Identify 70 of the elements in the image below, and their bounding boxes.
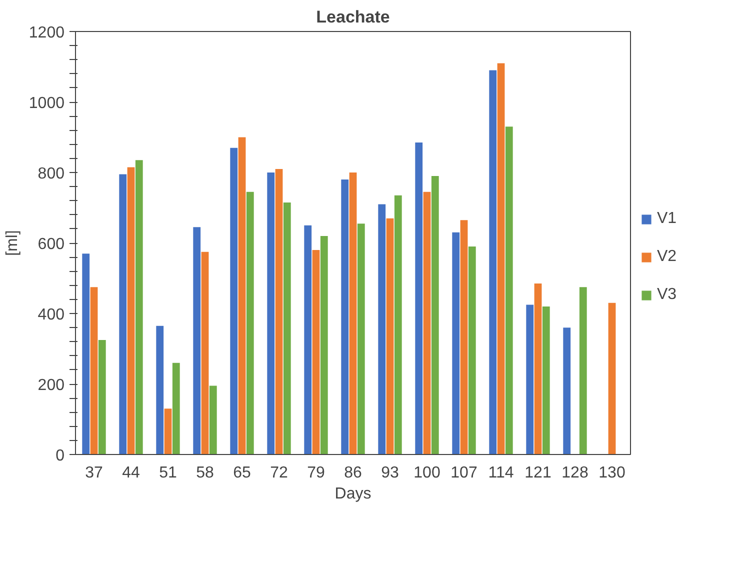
bar <box>230 148 238 454</box>
bar <box>283 202 291 454</box>
y-tick-label: 0 <box>56 448 65 464</box>
bar <box>201 252 209 454</box>
y-tick-label: 800 <box>38 166 65 182</box>
bar <box>386 218 394 454</box>
bar <box>534 284 542 454</box>
x-tick-label: 107 <box>450 464 478 482</box>
bar <box>127 167 135 454</box>
x-tick-label: 86 <box>344 464 362 482</box>
bar <box>193 227 201 454</box>
y-tick-label: 1200 <box>28 24 65 42</box>
legend-label: V3 <box>657 286 677 304</box>
bar <box>394 195 402 454</box>
x-tick-label: 130 <box>598 464 626 482</box>
bar <box>563 328 571 454</box>
bar <box>209 386 217 454</box>
x-tick-label: 37 <box>85 464 103 482</box>
bar <box>468 246 476 454</box>
x-tick-label: 128 <box>562 464 588 482</box>
legend-label: V2 <box>657 248 677 266</box>
x-tick-label: 65 <box>233 464 251 482</box>
y-tick-label: 200 <box>38 377 65 394</box>
bar <box>341 180 349 454</box>
bar <box>489 70 497 454</box>
bar <box>452 232 460 454</box>
bar <box>312 250 320 454</box>
bar <box>415 142 423 454</box>
bar <box>497 63 505 454</box>
x-tick-label: 121 <box>524 464 552 482</box>
bar <box>172 362 180 454</box>
y-tick-label: 600 <box>38 236 65 253</box>
y-tick-label: 400 <box>38 306 65 324</box>
bar <box>164 408 172 454</box>
bar <box>378 204 386 454</box>
bar <box>82 254 90 454</box>
bar <box>304 225 312 454</box>
x-tick-label: 79 <box>307 464 325 482</box>
bar <box>349 172 357 454</box>
bar <box>357 224 365 454</box>
bar <box>431 176 439 454</box>
bar <box>505 126 513 454</box>
bar <box>608 302 616 454</box>
bar <box>579 287 587 454</box>
bar <box>238 137 246 454</box>
x-axis-title: Days <box>334 486 372 502</box>
bar <box>246 192 254 454</box>
bar <box>119 174 127 454</box>
bar <box>275 168 283 454</box>
bar <box>320 236 328 454</box>
x-tick-label: 58 <box>196 464 214 482</box>
y-axis-title: [ml] <box>4 230 21 256</box>
x-tick-label: 51 <box>159 464 177 482</box>
x-tick-label: 93 <box>381 464 399 482</box>
bar <box>90 287 98 454</box>
bar <box>460 220 468 454</box>
x-tick-label: 114 <box>488 464 514 482</box>
y-tick-label: 1000 <box>28 95 65 112</box>
legend-label: V1 <box>657 210 677 228</box>
bar <box>156 326 164 454</box>
x-tick-label: 100 <box>414 464 440 482</box>
bar <box>135 160 143 454</box>
x-tick-label: 72 <box>270 464 288 482</box>
bar <box>526 304 534 454</box>
bar <box>98 340 106 454</box>
bar <box>267 172 275 454</box>
chart-title: Leachate <box>316 8 390 26</box>
x-tick-label: 44 <box>122 464 140 482</box>
bar <box>542 306 550 454</box>
bar <box>423 192 431 454</box>
